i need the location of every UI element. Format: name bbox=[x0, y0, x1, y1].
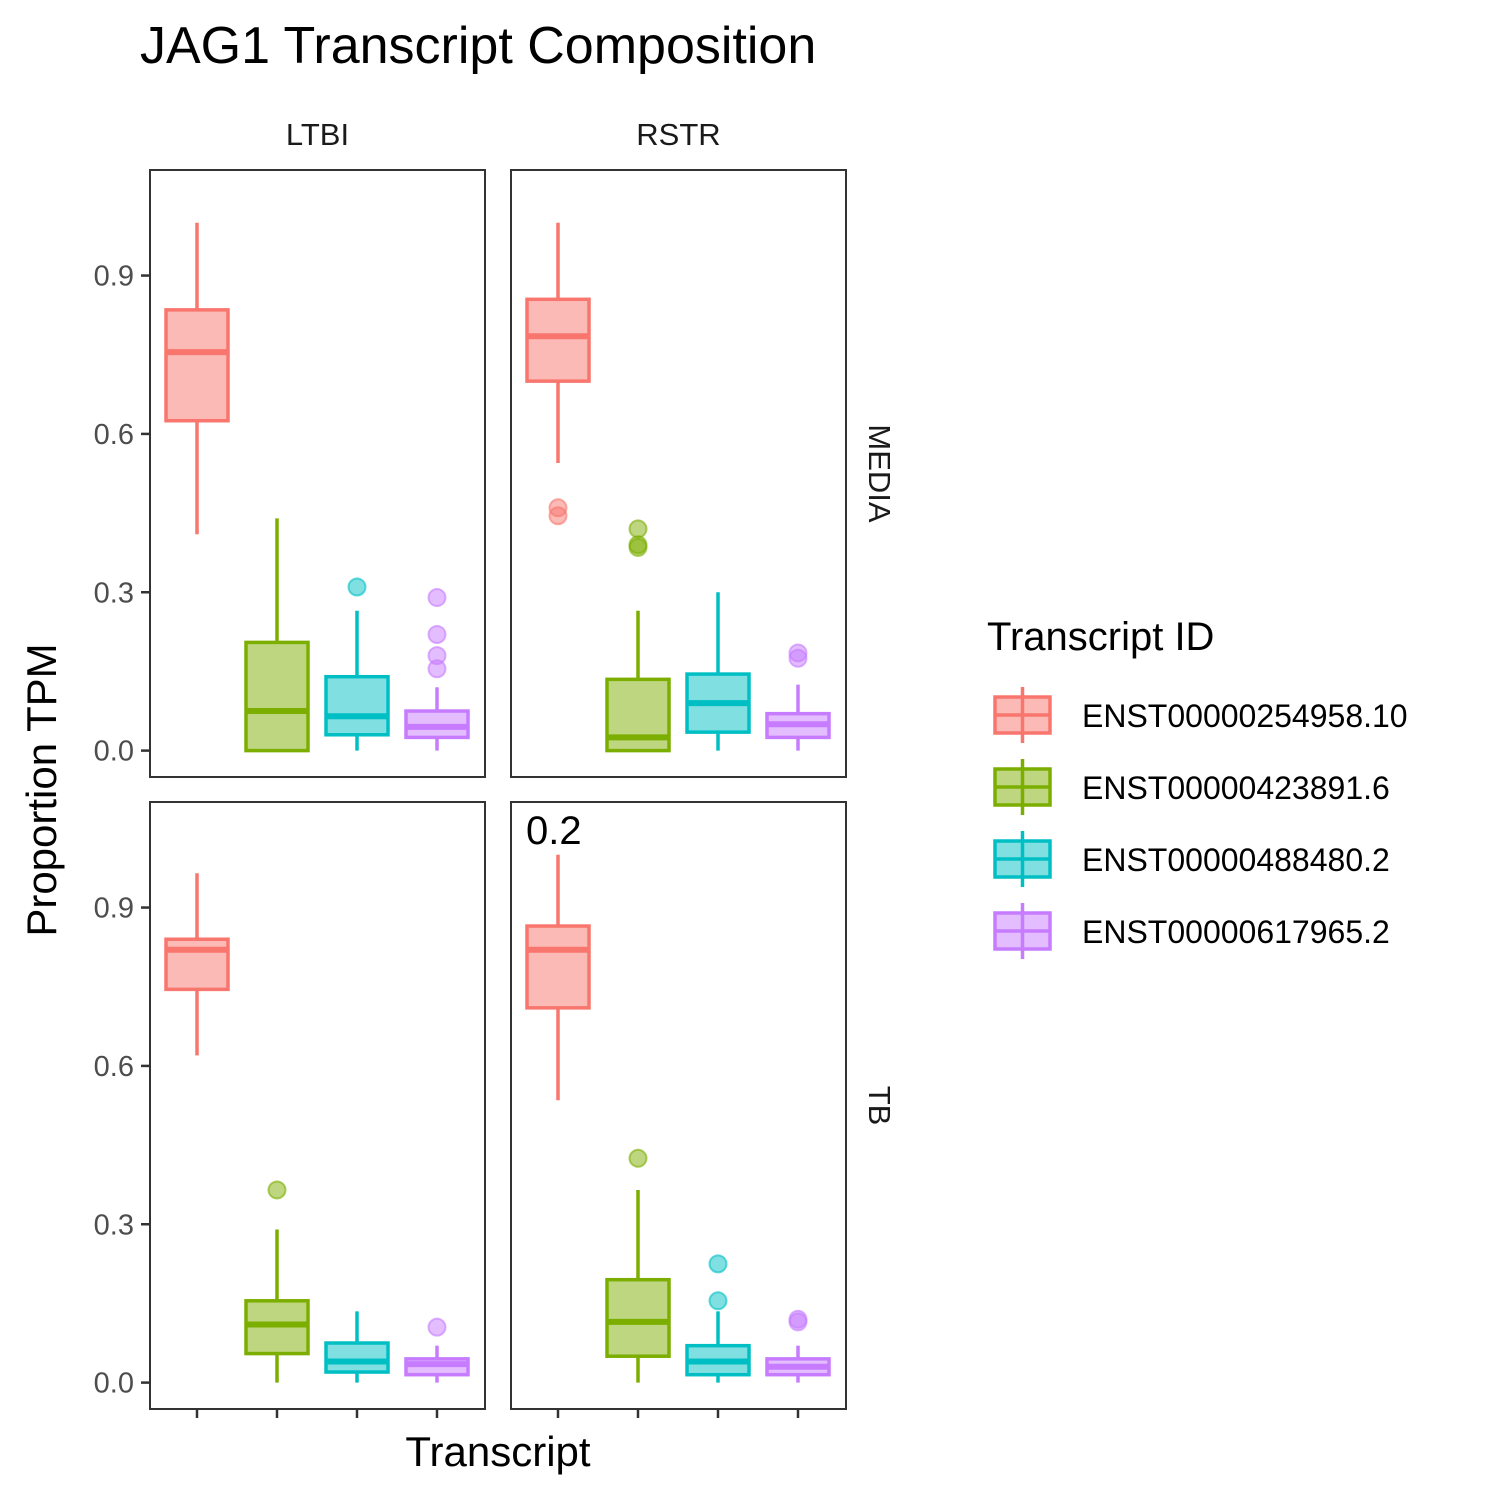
outlier-point bbox=[628, 537, 648, 557]
outlier-point bbox=[788, 648, 808, 668]
box-3 bbox=[324, 577, 390, 751]
legend: Transcript ID ENST00000254958.10 ENST00000… bbox=[987, 615, 1408, 959]
outlier-point bbox=[427, 588, 447, 608]
panel-annotation: 0.2 bbox=[526, 809, 582, 853]
outlier-point bbox=[628, 519, 648, 539]
legend-key bbox=[993, 831, 1052, 887]
outlier-point bbox=[788, 1312, 808, 1332]
chart-title: JAG1 Transcript Composition bbox=[140, 17, 816, 75]
y-tick-label: 0.3 bbox=[94, 1209, 134, 1241]
outlier-point bbox=[347, 577, 367, 597]
box-iqr bbox=[164, 308, 230, 423]
box-iqr bbox=[164, 937, 230, 992]
facet-row-label-media: MEDIA bbox=[862, 424, 897, 523]
box-iqr bbox=[605, 1277, 671, 1358]
box-1 bbox=[164, 222, 230, 535]
box-iqr bbox=[244, 640, 310, 753]
panel-rstr-tb: 0.2 bbox=[510, 801, 847, 1410]
box-3 bbox=[685, 592, 751, 751]
facet-panels: LTBI RSTR MEDIA TB 0.0 0.3 0.6 0.9 0.0 0.3 0.6 0.9 0… bbox=[94, 117, 897, 1418]
legend-title: Transcript ID bbox=[987, 615, 1214, 659]
box-2 bbox=[244, 518, 310, 753]
y-tick-label: 0.9 bbox=[94, 261, 134, 293]
box-2 bbox=[605, 1148, 671, 1383]
y-tick-label: 0.0 bbox=[94, 736, 134, 768]
legend-entry: ENST00000617965.2 bbox=[993, 903, 1390, 959]
box-iqr bbox=[324, 1341, 390, 1374]
box-4 bbox=[404, 1317, 470, 1383]
box-1 bbox=[525, 854, 591, 1101]
box-2 bbox=[244, 1180, 310, 1383]
y-tick-label: 0.9 bbox=[94, 893, 134, 925]
legend-label: ENST00000488480.2 bbox=[1082, 842, 1390, 878]
box-3 bbox=[685, 1254, 751, 1383]
panel-ltbi-tb bbox=[149, 801, 486, 1410]
outlier-point bbox=[708, 1254, 728, 1274]
facet-col-label-rstr: RSTR bbox=[636, 117, 720, 152]
legend-entry: ENST00000423891.6 bbox=[993, 759, 1390, 815]
outlier-point bbox=[628, 1148, 648, 1168]
outlier-point bbox=[427, 659, 447, 679]
y-tick-label: 0.6 bbox=[94, 1051, 134, 1083]
legend-label: ENST00000254958.10 bbox=[1082, 698, 1408, 734]
box-4 bbox=[765, 1309, 831, 1383]
legend-entry: ENST00000254958.10 bbox=[993, 687, 1408, 743]
y-axis-title: Proportion TPM bbox=[18, 643, 65, 936]
box-1 bbox=[164, 873, 230, 1056]
panel-border bbox=[510, 169, 847, 778]
box-2 bbox=[605, 519, 671, 753]
y-tick-label: 0.3 bbox=[94, 577, 134, 609]
y-tick-label: 0.0 bbox=[94, 1368, 134, 1400]
outlier-point bbox=[427, 624, 447, 644]
legend-label: ENST00000617965.2 bbox=[1082, 914, 1390, 950]
y-tick-label: 0.6 bbox=[94, 419, 134, 451]
outlier-point bbox=[708, 1291, 728, 1311]
facet-row-label-tb: TB bbox=[862, 1086, 897, 1126]
box-iqr bbox=[525, 297, 591, 383]
panel-ltbi-media bbox=[149, 169, 486, 778]
outlier-point bbox=[427, 1317, 447, 1337]
legend-key bbox=[993, 759, 1052, 815]
legend-key bbox=[993, 903, 1052, 959]
legend-key bbox=[993, 687, 1052, 743]
outlier-point bbox=[267, 1180, 287, 1200]
box-3 bbox=[324, 1311, 390, 1383]
panel-border bbox=[510, 801, 847, 1410]
outlier-point bbox=[548, 506, 568, 526]
box-iqr bbox=[324, 674, 390, 737]
box-4 bbox=[765, 643, 831, 751]
box-4 bbox=[404, 588, 470, 751]
panel-border bbox=[149, 801, 486, 1410]
panel-border bbox=[149, 169, 486, 778]
legend-entry: ENST00000488480.2 bbox=[993, 831, 1390, 887]
box-iqr bbox=[525, 924, 591, 1010]
box-1 bbox=[525, 222, 591, 526]
legend-label: ENST00000423891.6 bbox=[1082, 770, 1390, 806]
panel-rstr-media bbox=[510, 169, 847, 778]
x-axis-title: Transcript bbox=[405, 1428, 590, 1475]
facet-col-label-ltbi: LTBI bbox=[286, 117, 349, 152]
